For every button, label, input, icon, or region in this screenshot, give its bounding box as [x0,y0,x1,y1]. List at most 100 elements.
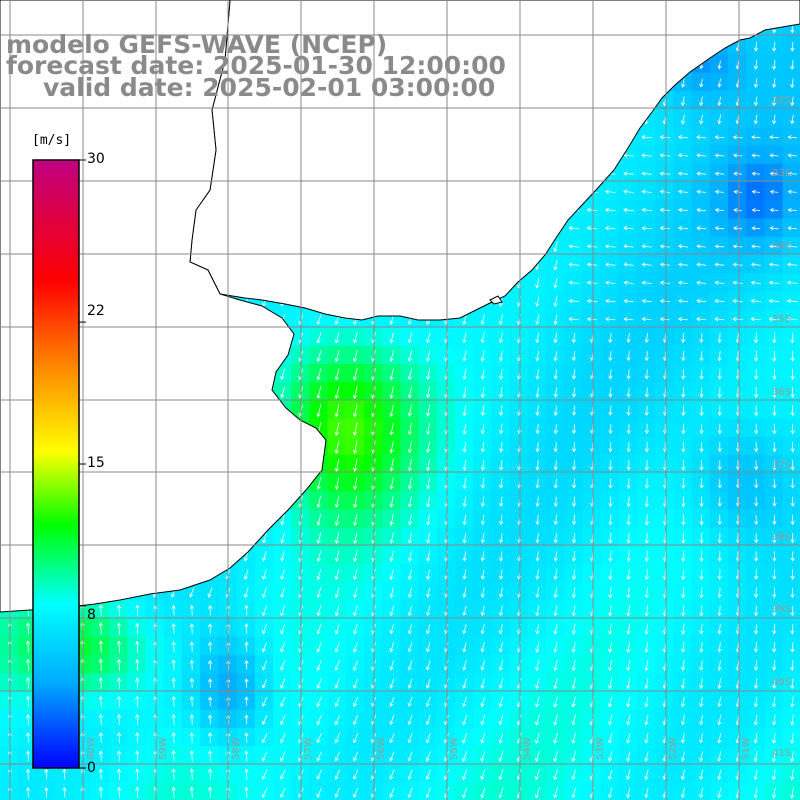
wind-cell [527,455,547,474]
wind-arrow [586,207,598,213]
wind-cell [782,673,800,693]
wind-cell [582,254,602,274]
wind-arrow [553,423,558,435]
wind-arrow [790,678,795,690]
wind-cell [382,509,401,529]
wind-cell [746,746,765,765]
wind-cell [728,327,747,347]
wind-cell [327,327,347,347]
wind-cell [691,163,711,183]
wind-cell [564,655,583,674]
wind-cell [455,600,474,620]
wind-cell [473,309,492,329]
wind-cell [691,655,711,674]
wind-cell [728,709,747,729]
wind-arrow [644,405,650,416]
wind-cell [709,200,729,219]
wind-cell [309,764,329,784]
wind-cell [509,418,529,438]
wind-cell [327,673,347,693]
wind-arrow [771,714,777,726]
wind-arrow [426,587,431,598]
wind-cell [364,418,383,438]
wind-cell [273,600,292,620]
wind-cell [764,509,784,529]
wind-cell [163,637,183,656]
wind-arrow [753,732,758,744]
wind-arrow [768,262,780,267]
wind-arrow [571,496,577,507]
wind-arrow [586,244,598,249]
wind-arrow [571,478,577,489]
wind-arrow [499,441,504,453]
wind-arrow [353,751,359,762]
wind-cell [564,691,583,711]
wind-arrow [641,135,652,140]
wind-arrow [535,587,540,599]
wind-cell [564,418,583,438]
wind-cell [527,673,547,693]
wind-cell [709,145,729,165]
wind-arrow [717,350,722,362]
wind-cell [600,564,620,583]
wind-arrow [98,622,104,635]
wind-cell [618,637,638,656]
wind-cell [618,163,638,183]
wind-arrow [25,750,31,762]
wind-arrow [659,298,670,304]
wind-cell [509,345,529,365]
wind-arrow [750,298,762,304]
wind-arrow [790,460,795,471]
wind-cell [582,291,602,310]
wind-arrow [680,787,685,799]
wind-arrow [754,368,759,380]
wind-cell [582,709,602,729]
wind-cell [764,546,784,565]
wind-cell [455,582,474,602]
wind-arrow [677,135,689,140]
wind-cell [491,509,511,529]
wind-cell [655,400,674,420]
wind-cell [527,418,547,438]
wind-arrow [480,587,485,598]
wind-arrow [316,787,322,798]
wind-arrow [586,280,598,285]
wind-arrow [681,478,686,489]
wind-cell [418,436,438,456]
wind-cell [309,673,329,693]
wind-arrow [607,751,613,762]
wind-cell [400,382,420,401]
wind-arrow [535,441,540,453]
wind-cell [527,618,547,638]
wind-arrow [98,677,104,689]
wind-arrow [623,298,634,304]
wind-cell [564,709,583,729]
wind-cell [327,600,347,620]
wind-cell [637,728,656,747]
wind-cell [764,236,784,256]
wind-cell [691,582,711,602]
wind-arrow [699,441,704,453]
wind-arrow [677,171,689,176]
wind-arrow [754,405,759,417]
wind-cell [782,72,800,92]
wind-arrow [623,189,634,194]
wind-arrow [462,368,467,380]
wind-arrow [425,751,431,762]
wind-arrow [407,660,413,671]
wind-arrow [389,715,395,726]
wind-cell [782,91,800,110]
wind-arrow [714,262,725,267]
wind-arrow [696,317,707,322]
wind-arrow [680,751,686,762]
wind-cell [637,564,656,583]
wind-arrow [553,278,558,289]
wind-arrow [699,423,704,435]
wind-cell [54,782,74,800]
wind-arrow [407,587,412,599]
wind-arrow [499,532,504,544]
wind-cell [709,728,729,747]
wind-arrow [389,587,394,599]
wind-cell [327,564,347,583]
wind-arrow [98,786,104,798]
